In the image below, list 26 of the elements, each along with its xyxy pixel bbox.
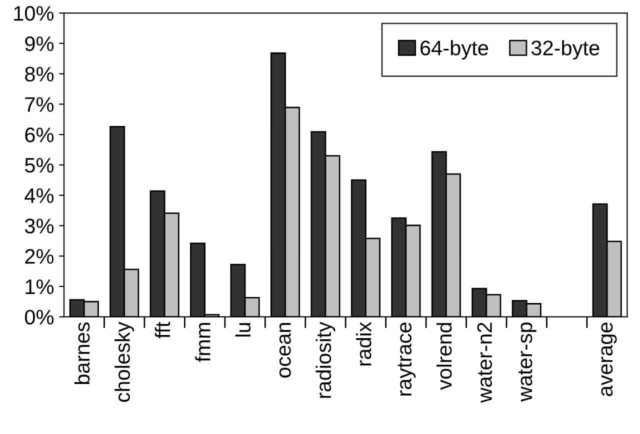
- legend-label: 32-byte: [531, 40, 600, 60]
- x-tick-label: cholesky: [114, 322, 134, 402]
- y-tick-label: 4%: [24, 188, 54, 203]
- y-tick-label: 6%: [25, 128, 54, 142]
- x-tick-label: radix: [356, 322, 372, 366]
- legend-label: 64-byte: [420, 40, 488, 60]
- y-tick-label: 5%: [25, 158, 54, 173]
- y-tick-label: 8%: [25, 66, 54, 82]
- x-tick-label: average: [601, 322, 617, 396]
- x-tick-label: raytrace: [398, 322, 416, 396]
- y-tick-label: 0%: [24, 310, 54, 325]
- y-tick-label: 7%: [25, 97, 54, 112]
- x-tick-label: barnes: [74, 322, 90, 384]
- x-tick-label: radiosity: [316, 322, 336, 398]
- x-tick-label: fft: [154, 322, 170, 338]
- x-tick-label: ocean: [279, 323, 291, 378]
- x-tick-label: volrend: [436, 323, 452, 390]
- y-tick-label: 10%: [14, 6, 54, 21]
- x-tick-label: fmm: [195, 323, 210, 362]
- x-tick-label: water-sp: [518, 322, 536, 402]
- x-tick-label: water-n2: [477, 322, 492, 403]
- y-tick-label: 3%: [24, 218, 54, 234]
- y-tick-label: 2%: [25, 249, 54, 264]
- y-tick-label: 1%: [26, 280, 54, 294]
- x-tick-label: lu: [235, 323, 251, 336]
- y-tick-label: 9%: [25, 36, 54, 52]
